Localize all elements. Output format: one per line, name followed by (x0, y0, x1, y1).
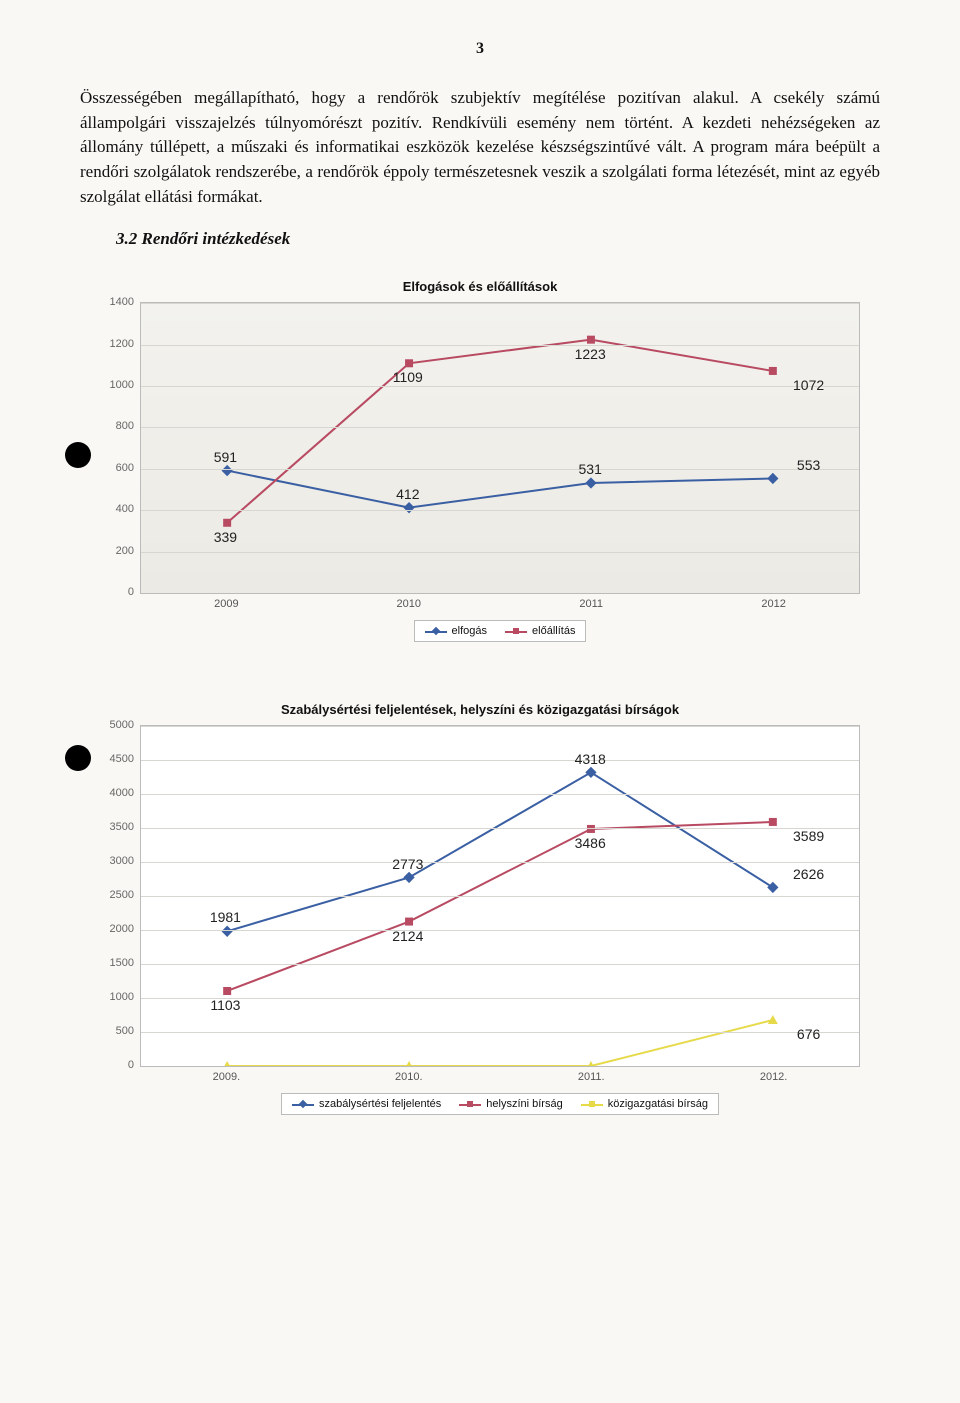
gridline (141, 794, 859, 795)
section-heading: 3.2 Rendőri intézkedések (116, 229, 880, 249)
gridline (141, 964, 859, 965)
y-tick-label: 4500 (100, 753, 134, 765)
gridline (141, 303, 859, 304)
x-tick-label: 2012 (761, 598, 785, 610)
data-label: 412 (396, 486, 419, 502)
legend-item: előállítás (505, 625, 575, 637)
data-label: 1981 (210, 909, 241, 925)
legend-item: szabálysértési feljelentés (292, 1098, 441, 1110)
legend-swatch (459, 1099, 481, 1109)
gridline (141, 862, 859, 863)
y-tick-label: 200 (100, 545, 134, 557)
chart1-plot: 591 412 531 553 339 1109 1223 1072 (140, 302, 860, 594)
x-tick-label: 2009. (213, 1071, 241, 1083)
y-tick-label: 1500 (100, 957, 134, 969)
chart2-x-axis: 2009. 2010. 2011. 2012. (140, 1067, 860, 1089)
hole-punch-icon (65, 745, 91, 771)
chart1-lines (141, 303, 859, 593)
y-tick-label: 3500 (100, 821, 134, 833)
chart1-legend: elfogás előállítás (414, 620, 587, 642)
y-tick-label: 600 (100, 462, 134, 474)
legend-swatch (425, 626, 447, 636)
gridline (141, 726, 859, 727)
x-tick-label: 2009 (214, 598, 238, 610)
legend-swatch (581, 1099, 603, 1109)
y-tick-label: 1400 (100, 296, 134, 308)
gridline (141, 828, 859, 829)
data-label: 531 (579, 461, 602, 477)
data-label: 591 (214, 449, 237, 465)
gridline (141, 427, 859, 428)
y-tick-label: 3000 (100, 855, 134, 867)
data-label: 676 (797, 1026, 820, 1042)
gridline (141, 469, 859, 470)
y-tick-label: 0 (100, 1059, 134, 1071)
y-tick-label: 1200 (100, 338, 134, 350)
gridline (141, 930, 859, 931)
chart1-title: Elfogások és előállítások (80, 279, 880, 294)
chart1-x-axis: 2009 2010 2011 2012 (140, 594, 860, 616)
x-tick-label: 2010. (395, 1071, 423, 1083)
gridline (141, 510, 859, 511)
legend-item: elfogás (425, 625, 487, 637)
y-tick-label: 1000 (100, 991, 134, 1003)
y-tick-label: 5000 (100, 719, 134, 731)
data-label: 2773 (392, 856, 423, 872)
x-tick-label: 2011 (579, 598, 603, 610)
legend-label: elfogás (452, 625, 487, 637)
chart2-legend: szabálysértési feljelentés helyszíni bírs… (281, 1093, 719, 1115)
body-paragraph: Összességében megállapítható, hogy a ren… (80, 86, 880, 209)
gridline (141, 1032, 859, 1033)
legend-item: közigazgatási bírság (581, 1098, 708, 1110)
data-label: 3486 (575, 835, 606, 851)
legend-swatch (292, 1099, 314, 1109)
legend-label: helyszíni bírság (486, 1098, 562, 1110)
y-tick-label: 500 (100, 1025, 134, 1037)
page-number: 3 (80, 40, 880, 58)
gridline (141, 896, 859, 897)
legend-label: szabálysértési feljelentés (319, 1098, 441, 1110)
gridline (141, 386, 859, 387)
gridline (141, 552, 859, 553)
data-label: 1223 (575, 346, 606, 362)
data-label: 2124 (392, 928, 423, 944)
data-label: 553 (797, 457, 820, 473)
x-tick-label: 2012. (760, 1071, 788, 1083)
chart2: 19812773431826261103212434863589000676 2… (100, 725, 860, 1155)
y-tick-label: 1000 (100, 379, 134, 391)
y-tick-label: 800 (100, 420, 134, 432)
data-label: 2626 (793, 866, 824, 882)
y-tick-label: 2000 (100, 923, 134, 935)
data-label: 1109 (393, 369, 423, 385)
gridline (141, 345, 859, 346)
data-label: 339 (214, 529, 237, 545)
x-tick-label: 2010 (397, 598, 421, 610)
gridline (141, 998, 859, 999)
data-label: 1072 (793, 377, 824, 393)
chart1: 591 412 531 553 339 1109 1223 1072 2009 2010 2011… (100, 302, 860, 682)
y-tick-label: 400 (100, 503, 134, 515)
data-label: 3589 (793, 828, 824, 844)
legend-label: előállítás (532, 625, 575, 637)
y-tick-label: 2500 (100, 889, 134, 901)
chart2-title: Szabálysértési feljelentések, helyszíni … (80, 702, 880, 717)
legend-label: közigazgatási bírság (608, 1098, 708, 1110)
chart2-plot: 19812773431826261103212434863589000676 (140, 725, 860, 1067)
x-tick-label: 2011. (578, 1071, 605, 1083)
data-label: 1103 (210, 997, 240, 1013)
legend-swatch (505, 626, 527, 636)
legend-item: helyszíni bírság (459, 1098, 562, 1110)
hole-punch-icon (65, 442, 91, 468)
y-tick-label: 4000 (100, 787, 134, 799)
data-label: 4318 (575, 751, 606, 767)
gridline (141, 760, 859, 761)
y-tick-label: 0 (100, 586, 134, 598)
